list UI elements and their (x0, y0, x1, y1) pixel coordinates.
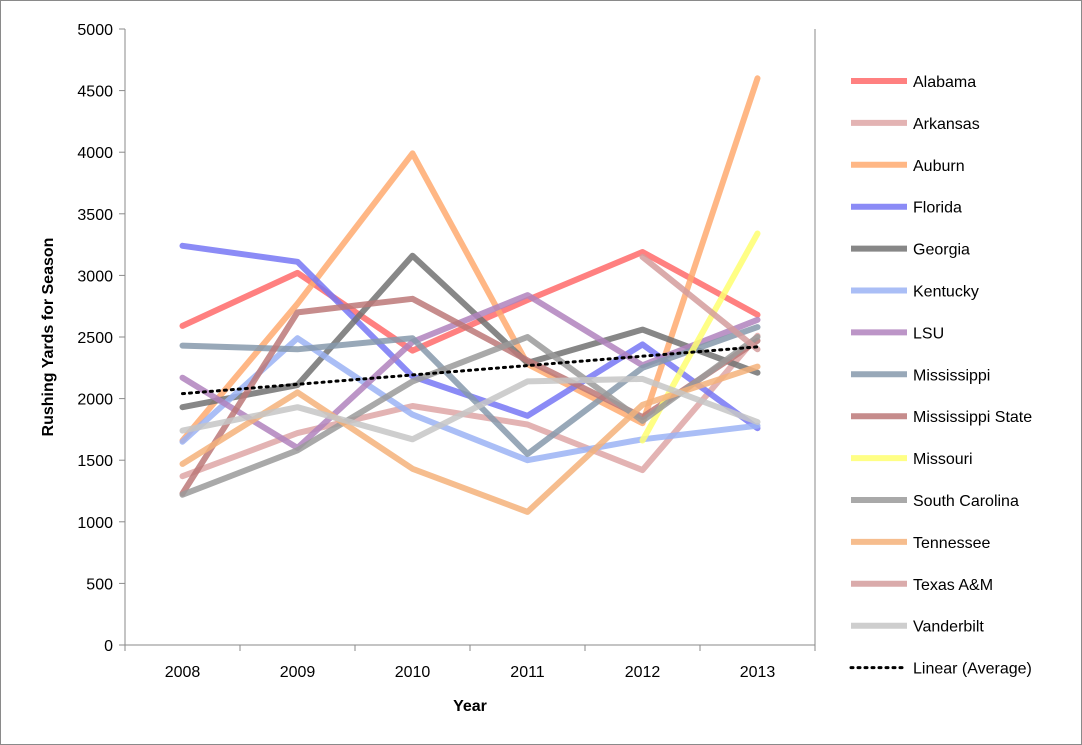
series-line-vanderbilt (179, 375, 761, 443)
y-tick-label: 4000 (77, 145, 113, 162)
series-line-texas-aandm (639, 253, 761, 353)
legend-label-linear-average-: Linear (Average) (913, 661, 1032, 678)
x-tick-label: 2012 (625, 664, 661, 681)
legend-label-auburn: Auburn (913, 158, 965, 175)
y-tick-label: 1500 (77, 453, 113, 470)
legend-label-alabama: Alabama (913, 74, 976, 91)
x-tick-label: 2010 (395, 664, 431, 681)
x-tick-label: 2013 (740, 664, 776, 681)
axis-ticks: 0 500 1000 1500 2000 2500 3000 3500 4000 4500 5000… (77, 22, 816, 681)
legend-label-arkansas: Arkansas (913, 116, 980, 133)
legend-label-tennessee: Tennessee (913, 535, 990, 552)
legend-label-vanderbilt: Vanderbilt (913, 619, 984, 636)
x-tick-label: 2008 (165, 664, 201, 681)
y-axis-title: Rushing Yards for Season (40, 238, 57, 437)
legend-label-georgia: Georgia (913, 242, 970, 259)
legend-label-lsu: LSU (913, 325, 944, 342)
x-tick-label: 2009 (280, 664, 316, 681)
x-tick-label: 2011 (510, 664, 545, 681)
y-tick-label: 0 (104, 638, 113, 655)
series-line-alabama (179, 249, 761, 354)
series-line-auburn (179, 75, 761, 444)
y-tick-label: 3000 (77, 268, 113, 285)
y-tick-label: 2000 (77, 392, 113, 409)
series-line-lsu (179, 292, 761, 451)
series-line-tennessee (179, 363, 761, 515)
y-tick-label: 5000 (77, 22, 113, 39)
legend-label-mississippi-state: Mississippi State (913, 409, 1032, 426)
legend-label-florida: Florida (913, 200, 962, 217)
series-line-arkansas (179, 332, 761, 480)
legend-label-kentucky: Kentucky (913, 284, 979, 301)
y-tick-label: 1000 (77, 515, 113, 532)
y-tick-label: 4500 (77, 84, 113, 101)
legend-label-south-carolina: South Carolina (913, 493, 1019, 510)
legend-label-texas-aandm: Texas A&M (913, 577, 993, 594)
series-line-mississippi (179, 324, 761, 457)
series-lines (179, 75, 761, 515)
y-tick-label: 2500 (77, 330, 113, 347)
trendline (181, 345, 759, 396)
series-line-georgia (179, 252, 761, 411)
y-tick-label: 500 (86, 576, 113, 593)
x-axis-title: Year (453, 698, 487, 715)
y-tick-label: 3500 (77, 207, 113, 224)
series-line-south-carolina (179, 334, 761, 498)
legend: Alabama Arkansas Auburn Florida Georgia Kentu… (849, 74, 1032, 678)
series-line-kentucky (179, 335, 761, 464)
legend-label-mississippi: Mississippi (913, 367, 990, 384)
trendline-linear-average (181, 345, 759, 396)
legend-label-missouri: Missouri (913, 451, 973, 468)
